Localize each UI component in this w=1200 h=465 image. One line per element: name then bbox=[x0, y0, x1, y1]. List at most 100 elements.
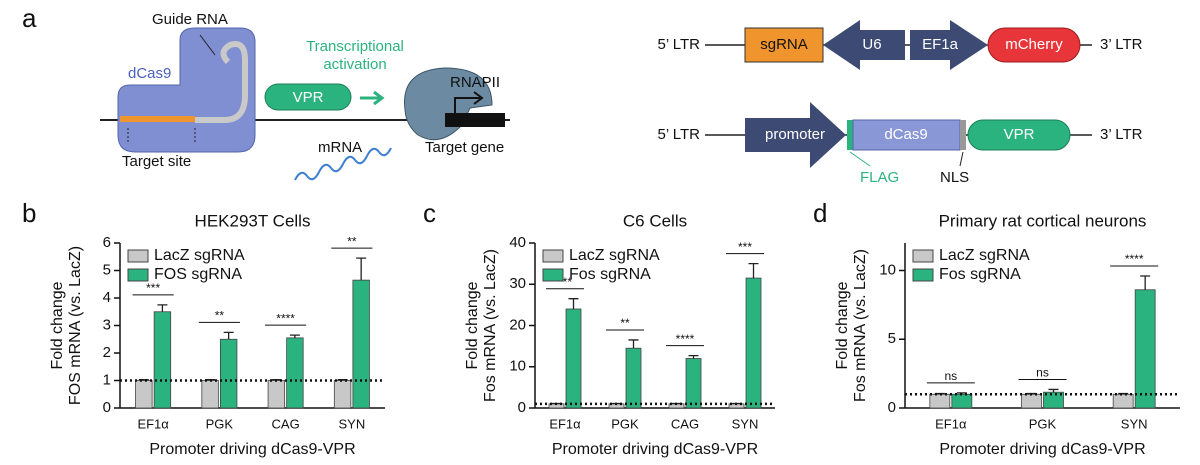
chart-title: Primary rat cortical neurons bbox=[939, 211, 1147, 230]
y-axis-label: Fold change bbox=[49, 281, 66, 369]
flag-label: FLAG bbox=[860, 169, 899, 186]
tss-arrow bbox=[454, 91, 484, 115]
y-axis-label: Fos mRNA (vs. LacZ) bbox=[482, 249, 499, 402]
x-tick-label: EF1α bbox=[935, 416, 967, 431]
arrow bbox=[360, 90, 385, 106]
ef1a-arrow bbox=[910, 20, 988, 70]
mcherry-box bbox=[987, 27, 1081, 63]
x-axis-label: Promoter driving dCas9-VPR bbox=[552, 441, 758, 458]
y-tick-label: 2 bbox=[103, 344, 111, 361]
x-tick-label: SYN bbox=[339, 416, 366, 431]
x-axis-label: Promoter driving dCas9-VPR bbox=[939, 441, 1145, 458]
y-axis-label: Fold change bbox=[834, 281, 851, 369]
legend-swatch bbox=[542, 268, 564, 282]
dcas9-box bbox=[852, 119, 961, 151]
panel-label: d bbox=[813, 198, 827, 228]
bar bbox=[1134, 289, 1156, 409]
part-label: mCherry bbox=[1005, 36, 1063, 53]
vpr-shape bbox=[264, 83, 352, 111]
legend-swatch bbox=[127, 268, 149, 282]
x-tick-label: SYN bbox=[1121, 416, 1148, 431]
legend-swatch bbox=[542, 249, 564, 263]
bar bbox=[333, 380, 352, 409]
u6-arrow bbox=[823, 20, 905, 70]
bar bbox=[135, 380, 153, 409]
panel-label: b bbox=[22, 198, 36, 228]
error-bar bbox=[568, 298, 579, 309]
y-tick-label: 5 bbox=[103, 261, 111, 278]
part-label: EF1a bbox=[922, 36, 959, 53]
target-gene-bar bbox=[445, 113, 505, 127]
part-label: dCas9 bbox=[884, 126, 927, 143]
y-tick-label: 1 bbox=[103, 371, 111, 388]
error-bar bbox=[157, 304, 168, 312]
part-label: promoter bbox=[765, 126, 825, 143]
y-tick-label: 10 bbox=[879, 261, 896, 278]
significance-label: **** bbox=[1125, 252, 1144, 266]
bar bbox=[625, 347, 642, 409]
guide-rna bbox=[195, 41, 248, 123]
bar bbox=[929, 393, 951, 409]
panel-label: a bbox=[22, 3, 37, 33]
flag-box bbox=[847, 120, 853, 150]
y-tick-label: 3 bbox=[103, 316, 111, 333]
significance-label: ns bbox=[944, 369, 957, 383]
activation-label: Transcriptional bbox=[306, 38, 404, 55]
error-bar bbox=[1140, 275, 1151, 290]
bar bbox=[201, 380, 219, 409]
target-site-label: Target site bbox=[122, 153, 191, 170]
legend-swatch bbox=[912, 249, 934, 263]
bar bbox=[267, 380, 286, 409]
error-bar bbox=[1048, 388, 1059, 393]
x-tick-label: PGK bbox=[1029, 416, 1057, 431]
mrna-wave bbox=[294, 147, 392, 181]
significance-label: ns bbox=[1036, 366, 1049, 380]
part-label: U6 bbox=[862, 36, 881, 53]
vpr-label: VPR bbox=[293, 89, 324, 106]
y-tick-label: 40 bbox=[509, 234, 526, 251]
target-gene-label: Target gene bbox=[425, 139, 504, 156]
legend-label: LacZ sgRNA bbox=[569, 247, 660, 264]
significance-label: **** bbox=[676, 332, 695, 346]
x-tick-label: PGK bbox=[611, 416, 639, 431]
y-tick-label: 6 bbox=[103, 234, 111, 251]
pointer bbox=[959, 151, 964, 167]
x-tick-label: CAG bbox=[272, 416, 300, 431]
bar bbox=[951, 393, 973, 409]
chart-title: C6 Cells bbox=[623, 211, 687, 230]
nls-label: NLS bbox=[940, 169, 969, 186]
legend-label: FOS sgRNA bbox=[154, 266, 242, 283]
bar bbox=[1112, 393, 1134, 409]
bar bbox=[352, 279, 370, 409]
y-tick-label: 20 bbox=[509, 316, 526, 333]
significance-label: *** bbox=[146, 281, 160, 295]
significance-label: **** bbox=[276, 311, 295, 325]
x-tick-label: EF1α bbox=[137, 416, 169, 431]
significance-label: ** bbox=[215, 309, 225, 323]
x-tick-label: PGK bbox=[206, 416, 234, 431]
bar bbox=[1021, 393, 1042, 409]
y-tick-label: 10 bbox=[509, 358, 526, 375]
part-label: VPR bbox=[1004, 126, 1035, 143]
error-bar bbox=[223, 331, 234, 340]
y-axis-label: Fos mRNA (vs. LacZ) bbox=[852, 249, 869, 402]
activation-label: activation bbox=[323, 56, 386, 73]
error-bar bbox=[628, 339, 639, 349]
significance-label: *** bbox=[738, 240, 752, 254]
guide-rna-label: Guide RNA bbox=[152, 11, 228, 28]
chart-title: HEK293T Cells bbox=[195, 211, 311, 230]
legend-swatch bbox=[912, 268, 934, 282]
panel-label: c bbox=[423, 198, 436, 228]
significance-label: ** bbox=[620, 316, 630, 330]
y-tick-label: 4 bbox=[103, 289, 111, 306]
error-bar bbox=[289, 334, 300, 338]
x-axis-label: Promoter driving dCas9-VPR bbox=[149, 441, 355, 458]
rnapii-label: RNAPII bbox=[450, 74, 500, 91]
x-tick-label: CAG bbox=[671, 416, 699, 431]
bar bbox=[565, 308, 582, 409]
bar bbox=[219, 338, 238, 409]
part-label: sgRNA bbox=[760, 36, 808, 53]
target-site-bar bbox=[120, 116, 195, 122]
legend-label: LacZ sgRNA bbox=[939, 247, 1030, 264]
